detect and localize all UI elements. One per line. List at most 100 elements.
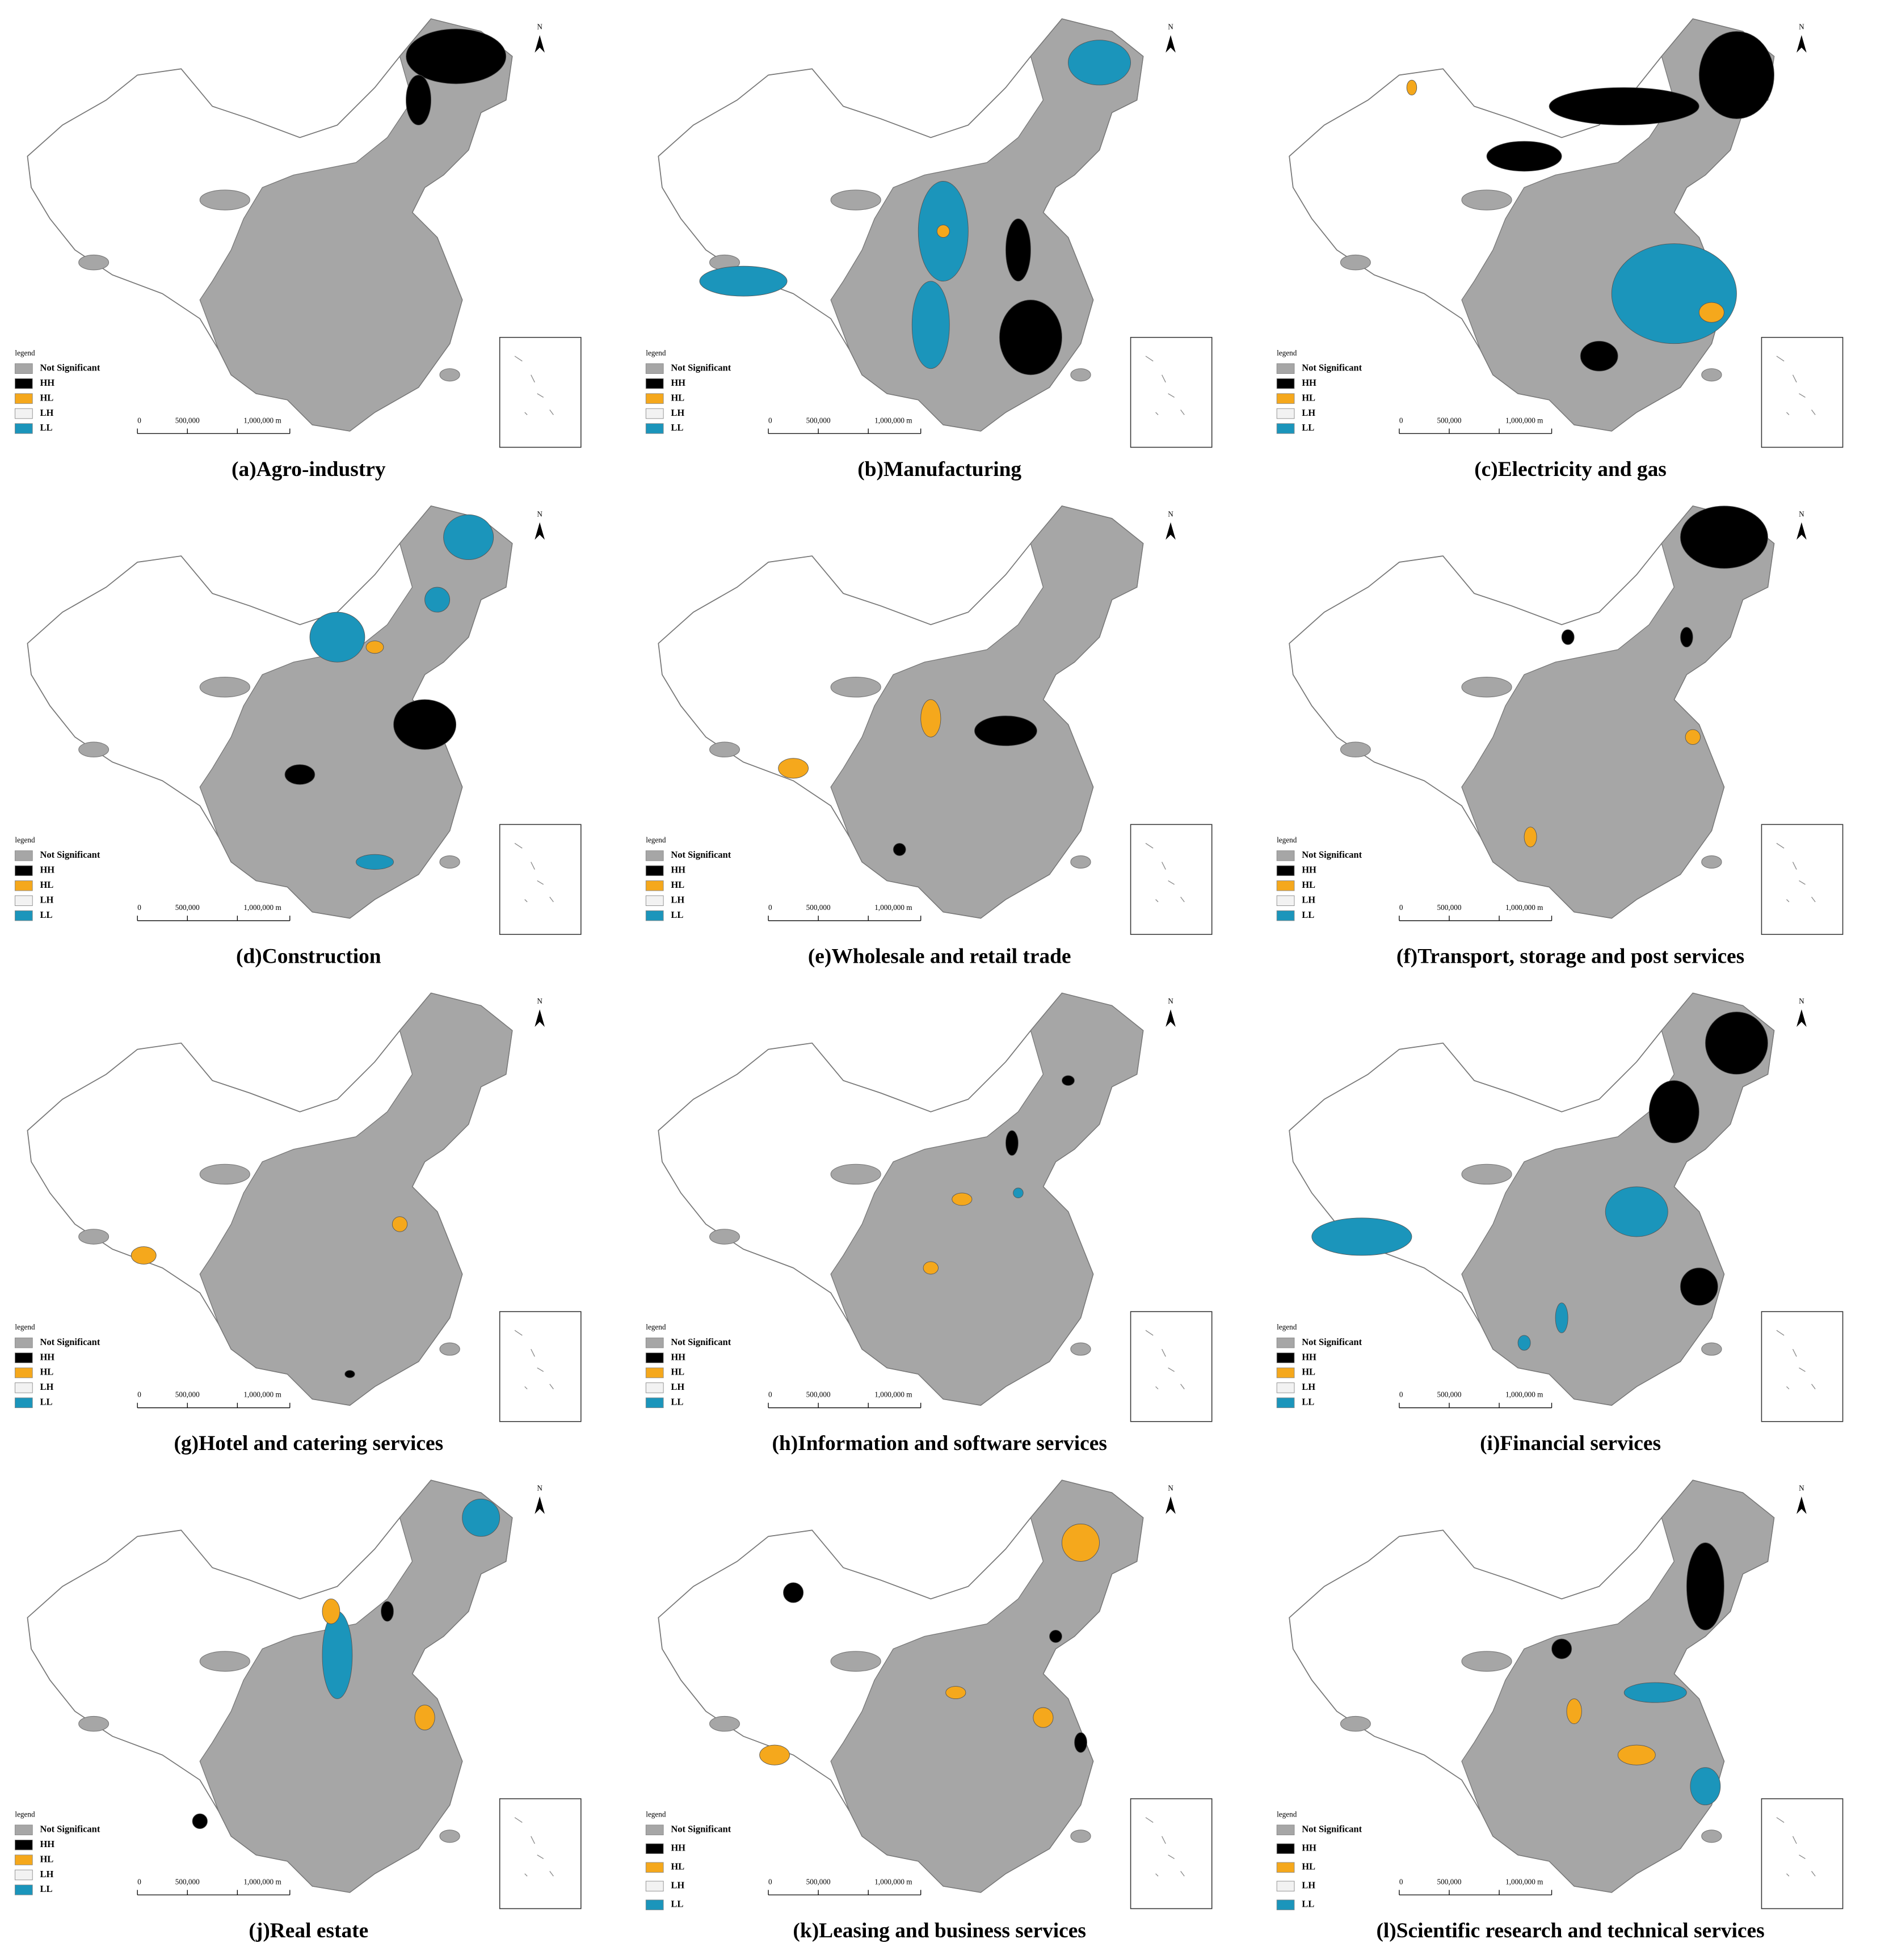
non-significant-region — [1340, 1715, 1371, 1732]
legend-label: HH — [1302, 1843, 1316, 1853]
legend-swatch — [1276, 408, 1295, 419]
scale-label: 500,000 — [175, 903, 200, 912]
scale-label: 1,000,000 m — [243, 1877, 281, 1886]
legend-label: HL — [40, 392, 53, 403]
cluster-region — [131, 1246, 157, 1264]
legend-label: HH — [40, 377, 54, 388]
cluster-region — [284, 764, 315, 785]
legend-label: Not Significant — [1302, 363, 1362, 373]
inset-frame — [1130, 336, 1213, 448]
legend-swatch — [14, 1824, 33, 1836]
non-significant-region — [1701, 855, 1722, 869]
legend-label: Not Significant — [40, 849, 100, 860]
panel-caption: (g)Hotel and catering services — [174, 1432, 443, 1455]
legend-label: LH — [40, 894, 53, 905]
north-label: N — [537, 997, 542, 1005]
legend-swatch — [645, 1367, 664, 1379]
non-significant-region — [1070, 855, 1091, 869]
non-significant-region — [830, 1651, 881, 1672]
legend-swatch — [14, 423, 33, 434]
scale-label: 500,000 — [806, 1877, 831, 1886]
legend-swatch — [1276, 393, 1295, 404]
legend-label: LL — [40, 422, 52, 433]
legend-label: Not Significant — [671, 1824, 731, 1835]
legend-swatch — [14, 880, 33, 891]
legend-label: HH — [40, 865, 54, 875]
north-arrow — [1166, 522, 1176, 540]
cluster-region — [1013, 1187, 1024, 1199]
non-significant-region — [78, 741, 110, 758]
legend-label: LL — [671, 1899, 683, 1910]
scale-label: 500,000 — [1437, 1877, 1462, 1886]
inset-frame — [1761, 336, 1844, 448]
non-significant-region — [1461, 1651, 1512, 1672]
legend-swatch — [645, 850, 664, 861]
cluster-region — [1068, 40, 1131, 86]
legend-swatch — [14, 378, 33, 389]
cluster-region — [923, 1261, 939, 1275]
legend-swatch — [645, 1881, 664, 1892]
non-significant-region — [1340, 254, 1371, 271]
legend-label: HH — [671, 865, 685, 875]
legend-swatch — [645, 895, 664, 906]
legend-swatch — [645, 363, 664, 374]
legend-label: HL — [1302, 392, 1315, 403]
cluster-region — [1049, 1630, 1062, 1643]
legend-label: LL — [1302, 909, 1314, 920]
legend-label: LH — [671, 407, 684, 418]
cluster-region — [1680, 1267, 1718, 1306]
legend-label: LH — [671, 894, 684, 905]
legend-swatch — [1276, 880, 1295, 891]
panel-caption: (e)Wholesale and retail trade — [808, 945, 1071, 968]
legend-swatch — [1276, 363, 1295, 374]
cluster-region — [392, 1216, 408, 1232]
cluster-region — [192, 1813, 208, 1830]
non-significant-region — [199, 18, 513, 432]
cluster-region — [759, 1744, 790, 1765]
legend-label: HL — [40, 1367, 53, 1377]
legend-swatch — [14, 910, 33, 921]
north-label: N — [1799, 997, 1804, 1005]
cluster-region — [406, 28, 507, 85]
legend-title: legend — [1277, 1323, 1297, 1331]
legend-label: HH — [40, 1351, 54, 1362]
cluster-region — [381, 1601, 394, 1622]
scale-label: 0 — [768, 903, 772, 912]
legend-label: HL — [671, 1367, 684, 1377]
legend-swatch — [1276, 378, 1295, 389]
cluster-region — [699, 265, 788, 297]
legend-label: HH — [671, 377, 685, 388]
legend-title: legend — [15, 1810, 35, 1818]
scale-label: 500,000 — [175, 1877, 200, 1886]
cluster-region — [1486, 141, 1562, 172]
cluster-region — [1690, 1767, 1721, 1806]
cluster-region — [893, 842, 906, 856]
inset-islands — [1776, 1330, 1816, 1390]
inset-frame — [499, 1311, 582, 1422]
inset-islands — [1776, 1817, 1816, 1877]
non-significant-region — [709, 1229, 740, 1245]
cluster-region — [1311, 1217, 1412, 1256]
north-label: N — [1799, 509, 1804, 518]
inset-islands — [514, 842, 554, 903]
legend-swatch — [14, 1869, 33, 1881]
legend-title: legend — [15, 348, 35, 357]
non-significant-region — [439, 1342, 460, 1356]
non-significant-region — [830, 18, 1144, 432]
legend-swatch — [14, 1352, 33, 1363]
cluster-region — [1517, 1335, 1531, 1351]
cluster-region — [1580, 340, 1618, 372]
non-significant-region — [78, 1715, 110, 1732]
cluster-region — [322, 1599, 340, 1624]
scale-label: 500,000 — [1437, 903, 1462, 912]
non-significant-region — [1070, 1830, 1091, 1843]
cluster-region — [999, 300, 1062, 376]
legend-label: LH — [1302, 894, 1315, 905]
inset-islands — [1776, 842, 1816, 903]
cluster-region — [365, 640, 384, 654]
inset-frame — [1130, 1798, 1213, 1910]
